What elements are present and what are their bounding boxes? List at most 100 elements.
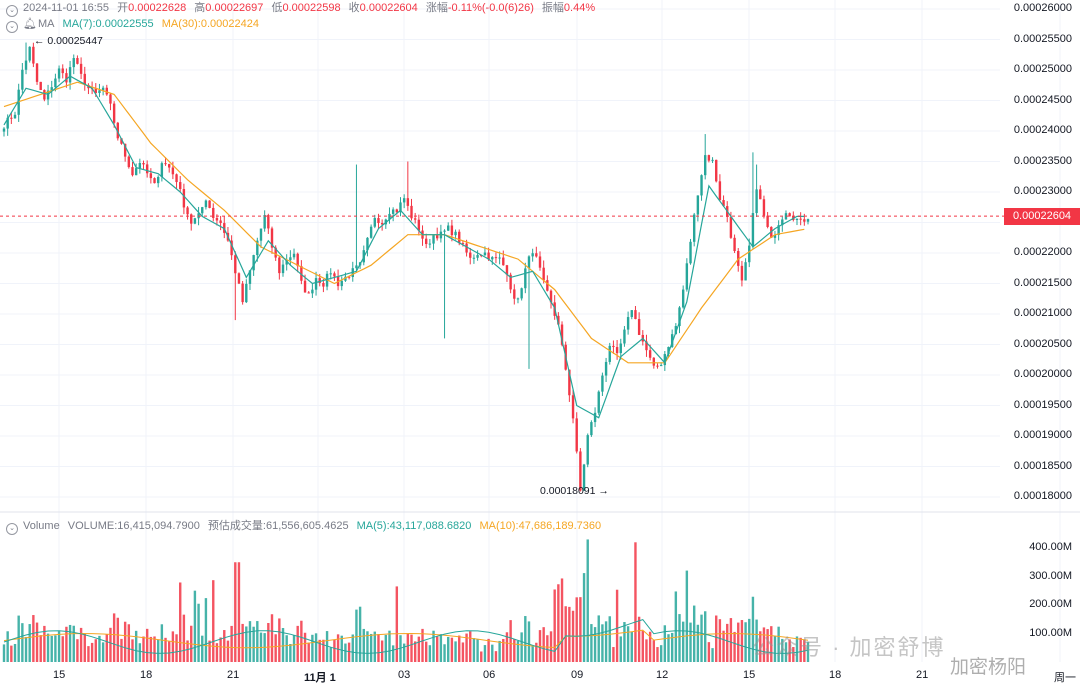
candle-body bbox=[571, 395, 575, 419]
volume-bar bbox=[487, 638, 490, 662]
volume-bar bbox=[557, 584, 560, 662]
volume-ma5: MA(5):43,117,088.6820 bbox=[356, 520, 472, 532]
volume-bar bbox=[432, 630, 435, 662]
candle-body bbox=[689, 241, 692, 264]
candle-body bbox=[781, 219, 784, 226]
volume-bar bbox=[762, 627, 766, 662]
volume-bar bbox=[171, 631, 175, 662]
candle-body bbox=[582, 464, 586, 491]
candle-body bbox=[560, 324, 564, 345]
candle-body bbox=[79, 63, 83, 74]
volume-bar bbox=[219, 637, 222, 662]
candle-body bbox=[83, 73, 86, 85]
candle-body bbox=[149, 173, 153, 179]
candle-body bbox=[766, 215, 769, 227]
volume-bar bbox=[535, 642, 538, 662]
candle-body bbox=[160, 163, 164, 177]
volume-bar bbox=[149, 636, 153, 662]
chevron-down-icon[interactable]: ⌄ bbox=[6, 523, 18, 535]
candle-body bbox=[142, 163, 145, 165]
chevron-down-icon[interactable]: ⌄ bbox=[6, 21, 18, 33]
candle-body bbox=[94, 88, 97, 94]
low-annotation: 0.00018091 → bbox=[540, 485, 609, 497]
volume-bar bbox=[689, 622, 692, 662]
candle-body bbox=[234, 255, 237, 274]
current-price-tag: 0.00022604 bbox=[1004, 208, 1080, 225]
volume-bar bbox=[759, 631, 762, 662]
chevron-down-icon[interactable]: ⌄ bbox=[6, 5, 18, 17]
volume-bar bbox=[50, 635, 53, 662]
price-tick-label: 0.00018000 bbox=[1013, 490, 1072, 502]
volume-bar bbox=[498, 640, 501, 662]
volume-bar bbox=[131, 639, 134, 662]
volume-bar bbox=[168, 641, 171, 662]
candle-body bbox=[274, 247, 277, 258]
volume-bar bbox=[494, 651, 498, 662]
candle-body bbox=[799, 218, 802, 220]
candle-body bbox=[219, 220, 222, 224]
volume-bar bbox=[516, 640, 520, 662]
candle-body bbox=[112, 103, 116, 123]
volume-bar bbox=[344, 643, 347, 662]
volume-bar bbox=[83, 633, 86, 662]
candle-body bbox=[759, 189, 762, 200]
volume-bar bbox=[267, 623, 270, 662]
volume-bar bbox=[670, 632, 674, 662]
volume-bar bbox=[65, 626, 68, 662]
volume-bar bbox=[303, 632, 307, 662]
time-tick-label: 15 bbox=[53, 669, 66, 681]
volume-bar bbox=[278, 618, 281, 662]
volume-bar bbox=[630, 631, 633, 662]
candle-body bbox=[285, 260, 288, 265]
volume-bar bbox=[35, 622, 39, 662]
candle-body bbox=[505, 265, 509, 275]
volume-bar bbox=[560, 578, 564, 662]
price-tick-label: 0.00021000 bbox=[1013, 307, 1072, 319]
volume-bar bbox=[619, 636, 622, 662]
price-tick-label: 0.00024000 bbox=[1013, 124, 1072, 136]
volume-bar bbox=[13, 643, 17, 662]
volume-bar bbox=[634, 542, 637, 662]
volume-bar bbox=[223, 630, 226, 662]
volume-bar bbox=[112, 613, 116, 662]
volume-bar bbox=[579, 597, 582, 662]
volume-bar bbox=[520, 632, 523, 662]
volume-bar bbox=[347, 642, 351, 662]
candle-body bbox=[707, 155, 711, 161]
price-tick-label: 0.00026000 bbox=[1013, 2, 1072, 14]
candle-body bbox=[652, 357, 656, 366]
volume-bar bbox=[553, 589, 556, 662]
volume-bar bbox=[380, 640, 384, 662]
high-annotation: ← 0.00025447 bbox=[34, 35, 103, 47]
volume-bar bbox=[322, 639, 325, 662]
volume-bar bbox=[358, 606, 362, 662]
volume-bar bbox=[226, 640, 230, 662]
volume-bar bbox=[402, 643, 406, 662]
volume-bar bbox=[201, 635, 204, 662]
candle-body bbox=[347, 276, 351, 278]
bell-icon[interactable]: 🔔︎ bbox=[23, 18, 37, 30]
volume-bar bbox=[384, 634, 388, 662]
volume-bar bbox=[208, 640, 211, 662]
candle-body bbox=[245, 283, 248, 303]
candle-body bbox=[179, 182, 182, 190]
volume-tick-label: 200.00M bbox=[1029, 598, 1072, 610]
volume-bar bbox=[711, 648, 714, 662]
candle-body bbox=[164, 163, 167, 165]
volume-bar bbox=[366, 631, 369, 662]
volume-bar bbox=[447, 636, 450, 662]
candle-body bbox=[729, 216, 733, 238]
volume-bar bbox=[43, 625, 46, 662]
candle-body bbox=[634, 310, 637, 320]
volume-bar bbox=[138, 643, 142, 662]
volume-bar bbox=[76, 639, 79, 662]
volume-bar bbox=[659, 645, 663, 662]
candle-body bbox=[329, 273, 332, 275]
candle-body bbox=[601, 375, 604, 392]
volume-bar bbox=[751, 596, 755, 662]
volume-bar bbox=[509, 620, 512, 662]
candle-body bbox=[450, 225, 454, 236]
volume-bar bbox=[391, 645, 395, 662]
volume-bar bbox=[806, 641, 810, 662]
